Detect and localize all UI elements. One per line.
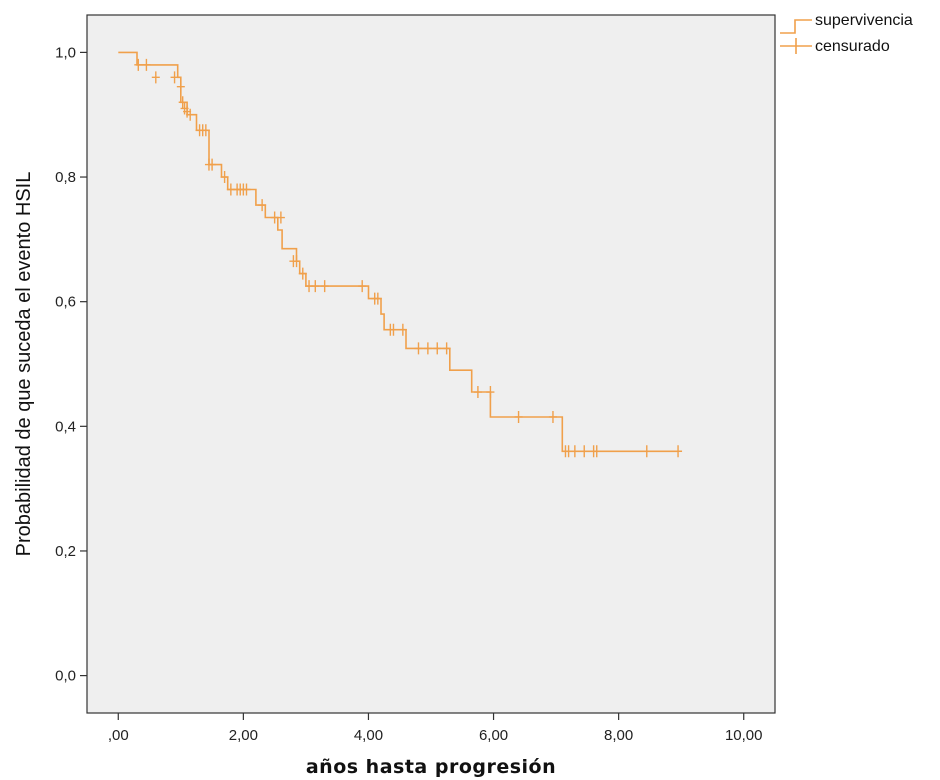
legend-survival-swatch (780, 19, 812, 34)
censor-mark (548, 410, 557, 423)
censor-mark (151, 71, 160, 84)
censor-mark (570, 445, 579, 458)
censor-mark (208, 158, 217, 171)
censor-mark (358, 280, 367, 293)
censor-mark (433, 342, 442, 355)
x-tick-label: 10,00 (725, 727, 763, 744)
censor-mark (442, 342, 451, 355)
censor-mark (170, 71, 179, 84)
censor-mark (276, 211, 285, 224)
legend: supervivencia censurado (780, 12, 913, 55)
censor-mark (398, 323, 407, 336)
censor-mark (258, 199, 267, 212)
legend-survival-label: supervivencia (815, 12, 913, 29)
x-axis-title: años hasta progresión (306, 756, 556, 778)
censor-mark (298, 267, 307, 280)
x-tick-label: 8,00 (604, 727, 633, 744)
y-axis: 0,0 0,2 0,4 0,6 0,8 1,0 (55, 44, 87, 685)
y-tick-label: 0,4 (55, 418, 76, 435)
y-tick-label: 1,0 (55, 44, 76, 61)
censor-mark (201, 124, 210, 137)
censor-mark (292, 255, 301, 268)
censor-mark (486, 386, 495, 399)
plot-area (86, 14, 776, 714)
censor-mark (142, 58, 151, 71)
censor-mark (514, 410, 523, 423)
censor-mark (220, 171, 229, 184)
censor-mark (642, 445, 651, 458)
censor-mark (311, 280, 320, 293)
censor-mark (473, 386, 482, 399)
censor-mark (186, 108, 195, 121)
x-tick-label: ,00 (108, 727, 129, 744)
y-axis-title: Probabilidad de que suceda el evento HSI… (13, 172, 35, 557)
legend-censor-label: censurado (815, 38, 890, 55)
censor-mark (176, 80, 185, 93)
censor-mark (242, 183, 251, 196)
y-tick-label: 0,0 (55, 668, 76, 685)
censor-mark (674, 445, 683, 458)
censor-mark (414, 342, 423, 355)
y-tick-label: 0,8 (55, 169, 76, 186)
censor-mark (373, 292, 382, 305)
censor-marks (134, 58, 683, 458)
censor-mark (134, 58, 143, 71)
censor-mark (389, 323, 398, 336)
censor-mark (320, 280, 329, 293)
y-tick-label: 0,6 (55, 294, 76, 311)
censor-mark (580, 445, 589, 458)
censor-mark (178, 96, 187, 109)
x-tick-label: 2,00 (229, 727, 258, 744)
x-axis: ,00 2,00 4,00 6,00 8,00 10,00 (108, 713, 763, 744)
x-tick-label: 4,00 (354, 727, 383, 744)
censor-mark (592, 445, 601, 458)
censor-mark (423, 342, 432, 355)
y-tick-label: 0,2 (55, 543, 76, 560)
x-tick-label: 6,00 (479, 727, 508, 744)
